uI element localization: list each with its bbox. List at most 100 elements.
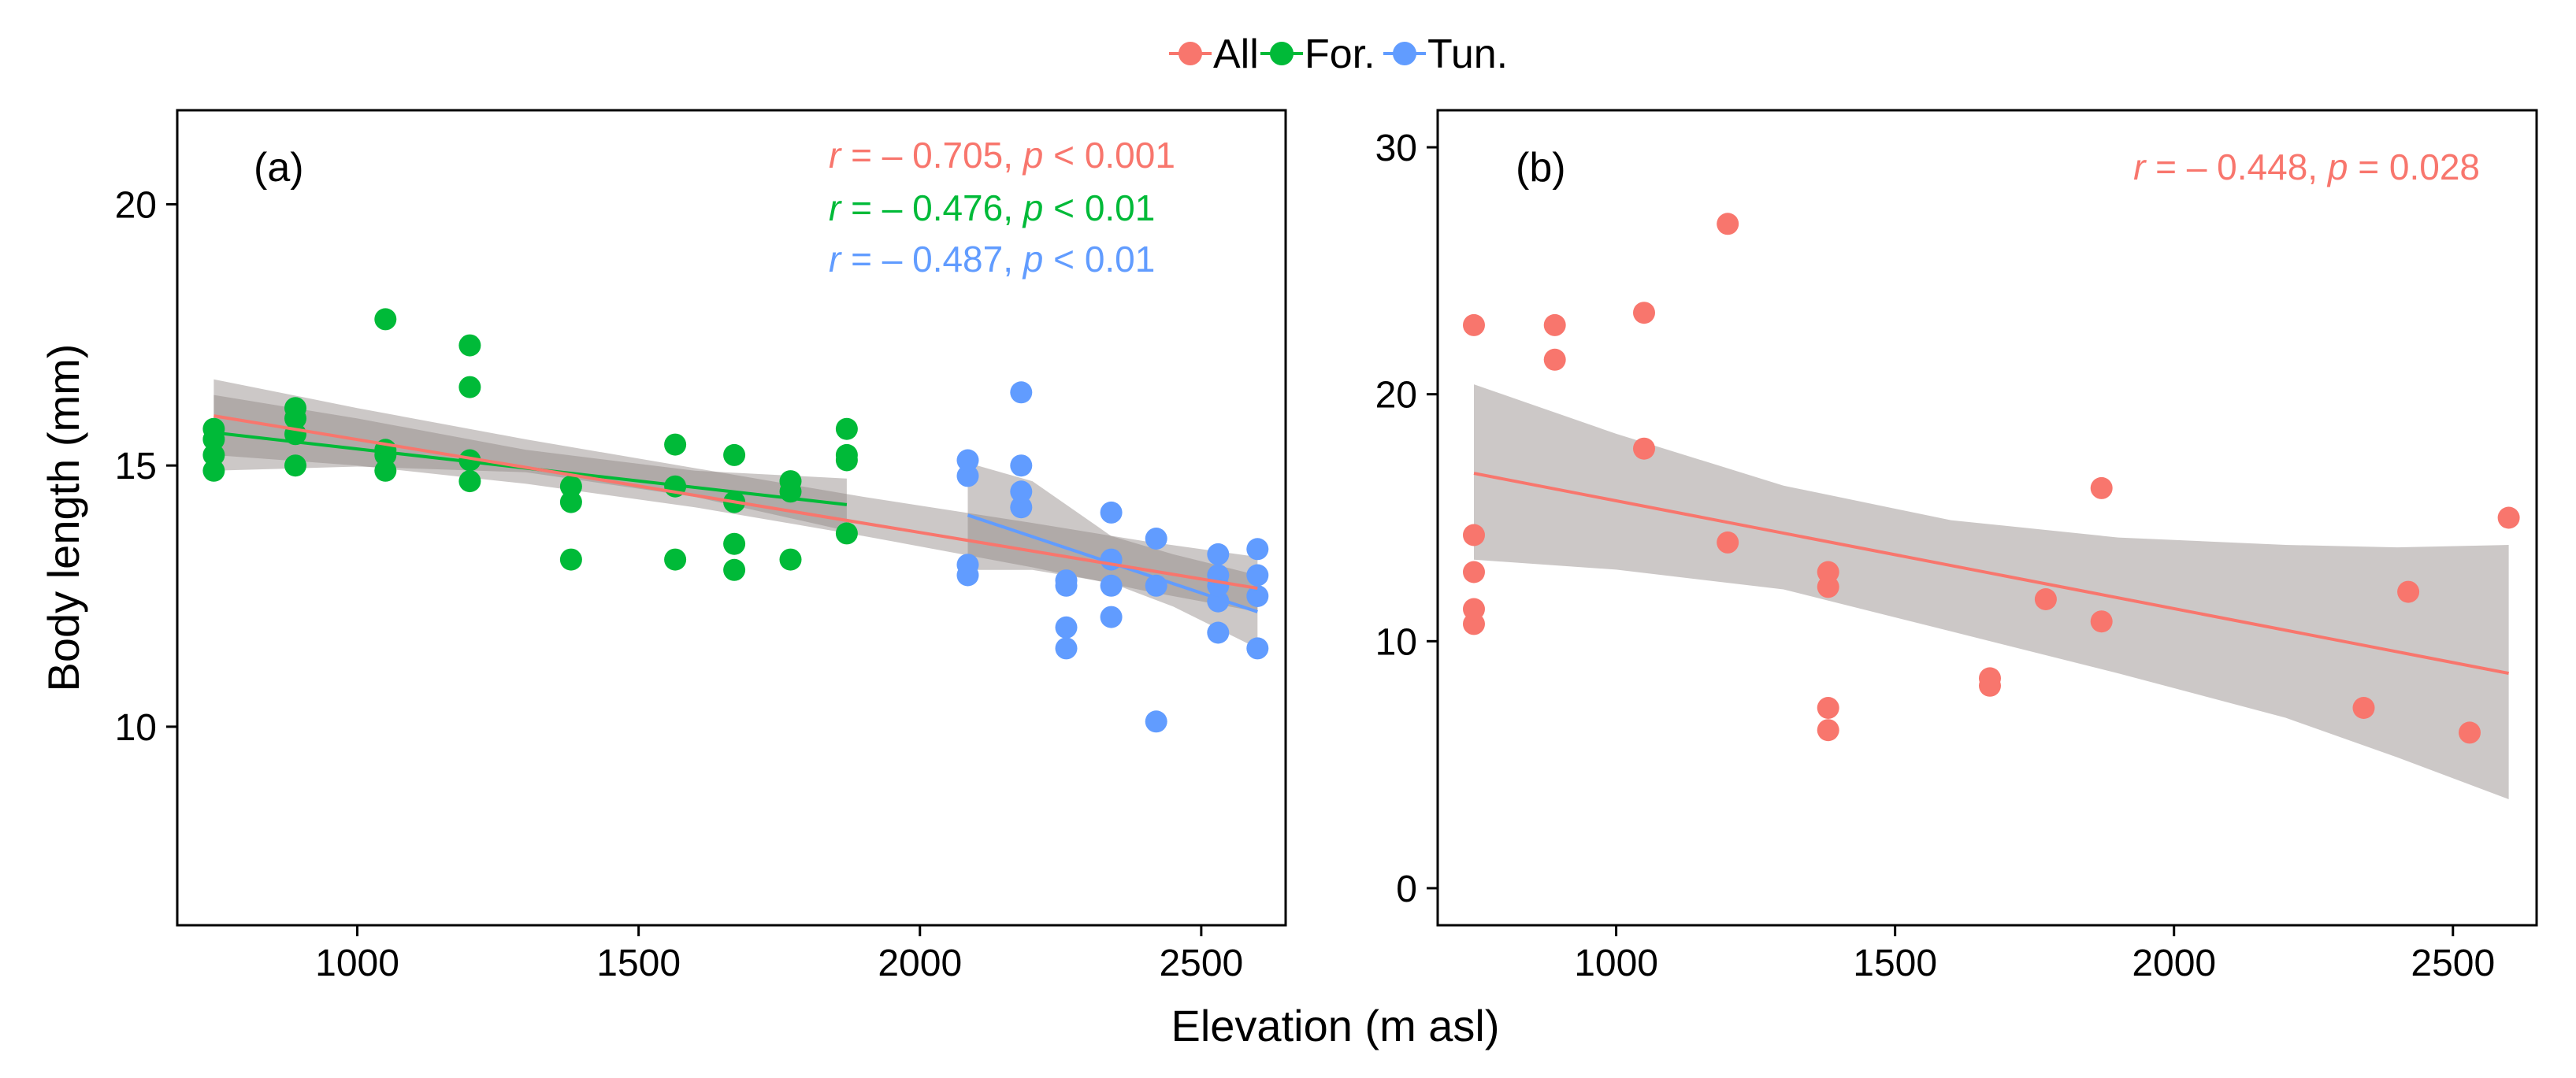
x-tick-label-1500: 1500 — [1853, 943, 1937, 984]
data-point-tun-11 — [1055, 569, 1078, 592]
data-point-all-5 — [1543, 348, 1566, 371]
fit-line-all — [213, 414, 1258, 591]
annotation-p-val: = 0.028 — [2348, 146, 2480, 187]
x-tick-label-2500: 2500 — [1159, 943, 1243, 984]
data-point-tun-3 — [956, 449, 979, 472]
data-point-tun-12 — [1100, 606, 1123, 628]
y-axis-label: Body length (mm) — [39, 344, 88, 692]
data-point-for-19 — [664, 548, 687, 571]
data-point-for-32 — [835, 417, 858, 440]
data-point-for-25 — [723, 443, 746, 466]
annotation-r-sym: r — [2133, 146, 2147, 187]
fit-line-all — [1473, 472, 2509, 676]
y-tick-label-10: 10 — [115, 707, 157, 749]
plot-frame — [176, 109, 1287, 927]
data-point-for-22 — [723, 558, 746, 581]
data-point-tun-27 — [1246, 538, 1269, 561]
data-point-tun-4 — [1010, 496, 1033, 519]
data-point-for-23 — [723, 532, 746, 555]
annotation-p-val: < 0.001 — [1043, 135, 1175, 176]
data-point-tun-24 — [1246, 637, 1269, 660]
data-point-for-8 — [374, 459, 397, 482]
data-point-all-8 — [1633, 302, 1655, 324]
legend-key-dot-2 — [1393, 42, 1416, 65]
data-point-for-26 — [779, 548, 802, 571]
data-point-tun-1 — [956, 554, 979, 576]
data-point-for-11 — [374, 308, 397, 331]
data-point-all-18 — [2090, 610, 2113, 633]
legend: All For. Tun. — [1169, 31, 1508, 77]
panel-label: (b) — [1516, 145, 1566, 191]
data-point-all-10 — [1717, 213, 1739, 235]
legend-key-dot-0 — [1179, 42, 1202, 65]
data-point-for-7 — [284, 397, 306, 420]
legend-label-1: For. — [1305, 31, 1375, 77]
data-point-all-19 — [2090, 476, 2113, 499]
annotation-r-val: = – 0.476, — [841, 187, 1023, 228]
data-point-all-22 — [2459, 721, 2481, 744]
y-tick-label-30: 30 — [1375, 128, 1417, 169]
plot-frame — [1436, 109, 2538, 927]
annotation-r-sym: r — [829, 187, 842, 228]
y-tick-label-10: 10 — [1375, 621, 1417, 663]
data-point-all-23 — [2497, 506, 2520, 529]
data-point-for-21 — [664, 433, 687, 456]
x-tick-label-1000: 1000 — [315, 943, 399, 984]
correlation-annotation-2: r = – 0.487, p < 0.01 — [829, 239, 1155, 280]
data-point-all-7 — [1633, 437, 1655, 460]
annotation-p-sym: p — [1022, 187, 1044, 228]
legend-label-0: All — [1213, 31, 1259, 77]
annotation-p-sym: p — [2326, 146, 2348, 187]
annotation-p-val: < 0.01 — [1043, 187, 1155, 228]
data-point-tun-13 — [1100, 574, 1123, 597]
annotation-r-val: = – 0.705, — [841, 135, 1023, 176]
confidence-band-all — [1474, 384, 2509, 800]
data-point-for-31 — [835, 443, 858, 466]
confidence-band-for — [213, 395, 847, 532]
x-tick-label-1000: 1000 — [1574, 943, 1658, 984]
data-point-for-4 — [284, 454, 306, 477]
x-tick-label-2000: 2000 — [2132, 943, 2216, 984]
panel-a: 1000 1500 2000 2500 10 15 20 (a) Body length (mm… — [39, 109, 1287, 984]
data-point-tun-15 — [1100, 501, 1123, 524]
data-point-all-4 — [1463, 313, 1485, 336]
annotation-r-sym: r — [829, 135, 842, 176]
legend-label-2: Tun. — [1427, 31, 1508, 77]
y-tick-label-20: 20 — [115, 184, 157, 226]
data-point-tun-23 — [1207, 543, 1230, 565]
correlation-annotation-0: r = – 0.448, p = 0.028 — [2133, 146, 2480, 187]
data-point-all-21 — [2397, 580, 2420, 603]
data-point-tun-26 — [1246, 564, 1269, 587]
y-tick-label-0: 0 — [1396, 869, 1417, 910]
data-point-for-0 — [202, 459, 225, 482]
data-point-for-12 — [458, 470, 481, 493]
data-point-for-14 — [458, 376, 481, 398]
y-tick-label-20: 20 — [1375, 375, 1417, 417]
annotation-p-val: < 0.01 — [1043, 239, 1155, 280]
data-point-all-6 — [1543, 313, 1566, 336]
data-point-all-20 — [2352, 697, 2375, 719]
x-tick-label-2500: 2500 — [2411, 943, 2495, 984]
annotation-r-val: = – 0.448, — [2145, 146, 2327, 187]
data-point-for-15 — [458, 334, 481, 357]
x-tick-label-2000: 2000 — [878, 943, 962, 984]
data-point-for-3 — [202, 417, 225, 440]
data-point-tun-18 — [1145, 528, 1167, 550]
data-point-tun-2 — [956, 465, 979, 487]
data-point-all-16 — [1979, 667, 2001, 690]
annotation-p-sym: p — [1022, 135, 1044, 176]
annotation-r-val: = – 0.487, — [841, 239, 1023, 280]
data-point-for-28 — [779, 470, 802, 493]
data-point-all-11 — [1817, 719, 1839, 742]
data-point-for-16 — [559, 548, 582, 571]
legend-key-dot-1 — [1270, 42, 1294, 65]
data-point-all-17 — [2034, 588, 2057, 610]
data-point-for-17 — [559, 491, 582, 513]
data-point-all-1 — [1463, 598, 1485, 620]
data-point-for-1 — [202, 443, 225, 466]
panel-label: (a) — [254, 145, 304, 191]
data-point-all-2 — [1463, 561, 1485, 583]
x-tick-label-1500: 1500 — [596, 943, 681, 984]
data-point-for-29 — [835, 522, 858, 545]
